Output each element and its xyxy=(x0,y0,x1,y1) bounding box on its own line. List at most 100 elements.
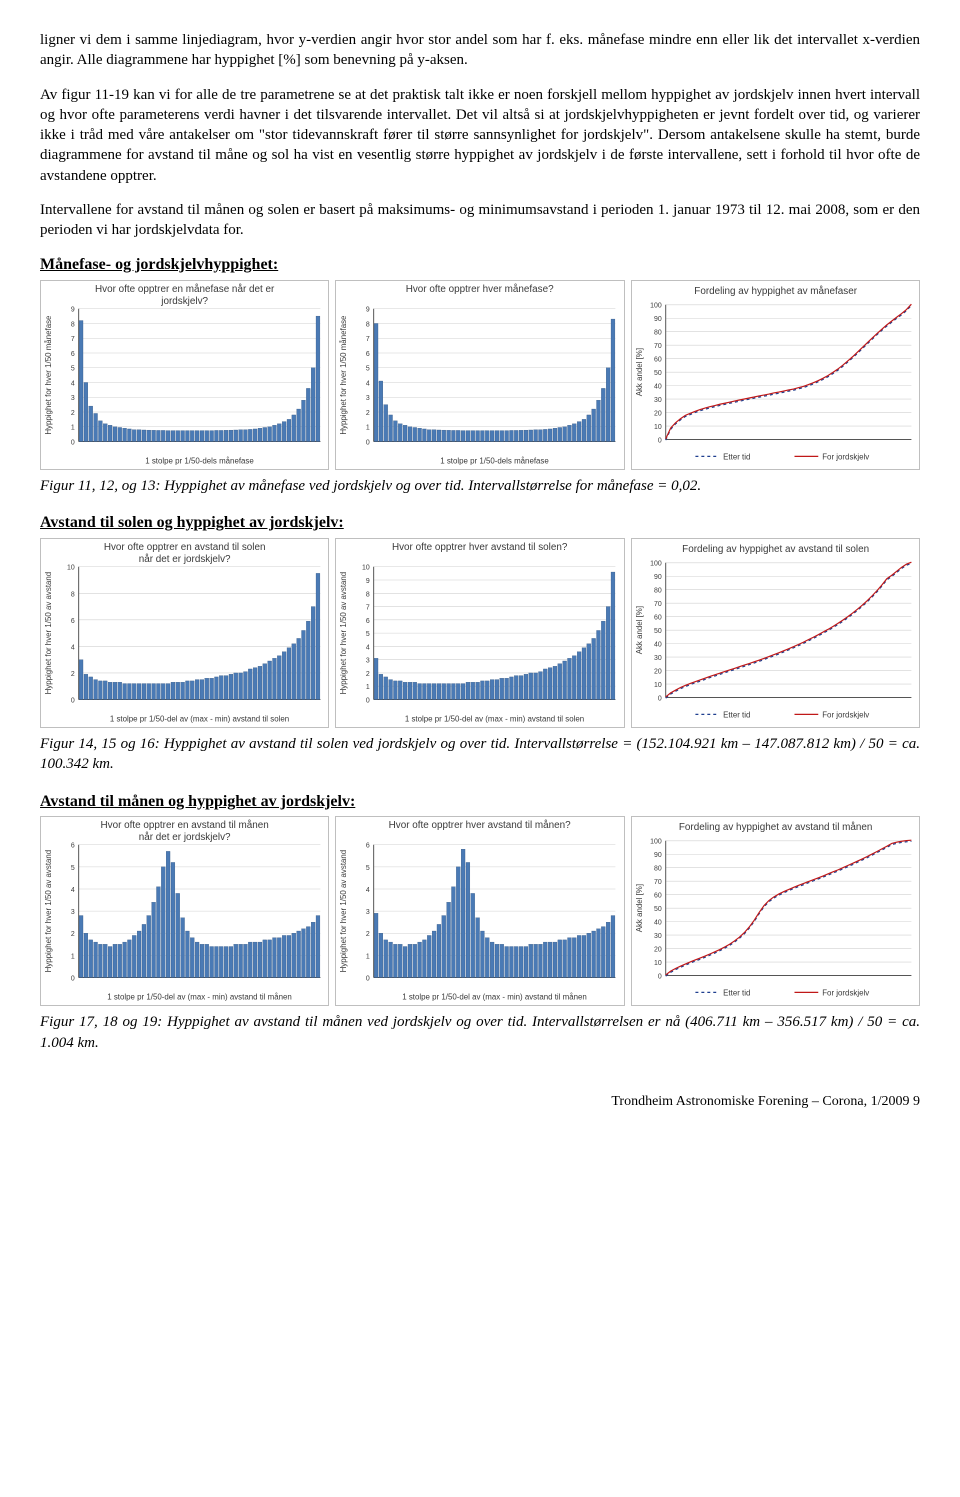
svg-text:0: 0 xyxy=(366,697,370,704)
svg-text:Hyppighet for hver 1/50 av avs: Hyppighet for hver 1/50 av avstand xyxy=(44,572,53,695)
svg-text:100: 100 xyxy=(650,839,662,846)
svg-text:For jordskjelv: For jordskjelv xyxy=(822,989,869,998)
svg-text:80: 80 xyxy=(654,330,662,337)
figure-16: Fordeling av hyppighet av avstand til so… xyxy=(631,538,920,728)
svg-text:30: 30 xyxy=(654,397,662,404)
svg-text:4: 4 xyxy=(71,887,75,894)
figure-19: Fordeling av hyppighet av avstand til må… xyxy=(631,816,920,1006)
svg-text:80: 80 xyxy=(654,866,662,873)
svg-text:100: 100 xyxy=(650,303,662,310)
svg-text:6: 6 xyxy=(71,843,75,850)
paragraph-1: ligner vi dem i samme linjediagram, hvor… xyxy=(40,30,920,71)
svg-text:1 stolpe pr 1/50-dels månefase: 1 stolpe pr 1/50-dels månefase xyxy=(145,456,254,465)
svg-text:1 stolpe pr 1/50-del av (max -: 1 stolpe pr 1/50-del av (max - min) avst… xyxy=(110,714,289,723)
chart-row-1: Hvor ofte opptrer en månefase når det er… xyxy=(40,280,920,470)
svg-text:Hvor ofte opptrer hver avstand: Hvor ofte opptrer hver avstand til solen… xyxy=(392,542,568,553)
svg-text:1 stolpe pr 1/50-del av (max -: 1 stolpe pr 1/50-del av (max - min) avst… xyxy=(405,714,584,723)
svg-text:60: 60 xyxy=(654,356,662,363)
svg-text:1 stolpe pr 1/50-dels månefase: 1 stolpe pr 1/50-dels månefase xyxy=(441,456,550,465)
section-heading-1: Månefase- og jordskjelvhyppighet: xyxy=(40,254,920,276)
svg-text:40: 40 xyxy=(654,920,662,927)
svg-text:0: 0 xyxy=(366,439,370,446)
svg-text:20: 20 xyxy=(654,410,662,417)
svg-text:0: 0 xyxy=(71,439,75,446)
svg-text:80: 80 xyxy=(654,588,662,595)
chart-row-2: Hvor ofte opptrer en avstand til solennå… xyxy=(40,538,920,728)
svg-text:5: 5 xyxy=(71,865,75,872)
svg-text:Akk andel [%]: Akk andel [%] xyxy=(635,606,644,654)
svg-text:20: 20 xyxy=(654,668,662,675)
svg-text:0: 0 xyxy=(658,974,662,981)
svg-text:5: 5 xyxy=(71,366,75,373)
svg-text:Fordeling av hyppighet av avst: Fordeling av hyppighet av avstand til må… xyxy=(679,822,873,833)
figure-13: Fordeling av hyppighet av månefaser 0 10 20… xyxy=(631,280,920,470)
svg-text:Hvor ofte opptrer en avstand t: Hvor ofte opptrer en avstand til månen xyxy=(101,820,269,831)
svg-text:For jordskjelv: For jordskjelv xyxy=(822,452,869,461)
svg-text:100: 100 xyxy=(650,561,662,568)
svg-text:1: 1 xyxy=(366,954,370,961)
section-heading-2: Avstand til solen og hyppighet av jordsk… xyxy=(40,512,920,534)
svg-text:10: 10 xyxy=(362,565,370,572)
svg-text:0: 0 xyxy=(658,437,662,444)
svg-text:5: 5 xyxy=(366,631,370,638)
svg-text:6: 6 xyxy=(71,618,75,625)
svg-text:0: 0 xyxy=(658,695,662,702)
svg-text:Hvor ofte opptrer en månefase: Hvor ofte opptrer en månefase når det er xyxy=(95,284,275,295)
svg-text:90: 90 xyxy=(654,574,662,581)
svg-text:For jordskjelv: For jordskjelv xyxy=(822,710,869,719)
svg-text:30: 30 xyxy=(654,933,662,940)
paragraph-3: Intervallene for avstand til månen og so… xyxy=(40,200,920,241)
chart-row-3: Hvor ofte opptrer en avstand til månennå… xyxy=(40,816,920,1006)
svg-text:10: 10 xyxy=(67,565,75,572)
svg-text:90: 90 xyxy=(654,852,662,859)
svg-text:4: 4 xyxy=(366,644,370,651)
svg-text:9: 9 xyxy=(366,307,370,314)
caption-3: Figur 17, 18 og 19: Hyppighet av avstand… xyxy=(40,1012,920,1053)
svg-text:4: 4 xyxy=(366,887,370,894)
svg-text:7: 7 xyxy=(71,336,75,343)
svg-text:8: 8 xyxy=(366,321,370,328)
svg-text:Hyppighet for hver 1/50 av avs: Hyppighet for hver 1/50 av avstand xyxy=(339,850,348,973)
svg-text:0: 0 xyxy=(366,976,370,983)
figure-17: Hvor ofte opptrer en avstand til månennå… xyxy=(40,816,329,1006)
svg-text:5: 5 xyxy=(366,366,370,373)
svg-text:8: 8 xyxy=(71,591,75,598)
svg-text:Akk andel [%]: Akk andel [%] xyxy=(635,884,644,932)
svg-text:0: 0 xyxy=(71,976,75,983)
svg-text:20: 20 xyxy=(654,947,662,954)
svg-text:40: 40 xyxy=(654,642,662,649)
caption-2: Figur 14, 15 og 16: Hyppighet av avstand… xyxy=(40,734,920,775)
svg-text:40: 40 xyxy=(654,383,662,390)
svg-text:6: 6 xyxy=(366,351,370,358)
caption-1: Figur 11, 12, og 13: Hyppighet av månefa… xyxy=(40,476,920,496)
section-heading-3: Avstand til månen og hyppighet av jordsk… xyxy=(40,791,920,813)
svg-text:Etter tid: Etter tid xyxy=(723,452,750,461)
svg-text:10: 10 xyxy=(654,424,662,431)
svg-text:2: 2 xyxy=(71,931,75,938)
svg-text:Etter tid: Etter tid xyxy=(723,710,750,719)
svg-text:3: 3 xyxy=(71,395,75,402)
svg-text:10: 10 xyxy=(654,682,662,689)
svg-text:Akk andel [%]: Akk andel [%] xyxy=(635,348,644,396)
svg-text:Fordeling av hyppighet av måne: Fordeling av hyppighet av månefaser xyxy=(694,286,857,297)
svg-text:Hyppighet for hver 1/50 månefa: Hyppighet for hver 1/50 månefase xyxy=(339,315,348,435)
svg-text:70: 70 xyxy=(654,879,662,886)
figure-15: Hvor ofte opptrer hver avstand til solen… xyxy=(335,538,624,728)
svg-text:1: 1 xyxy=(71,425,75,432)
svg-text:70: 70 xyxy=(654,343,662,350)
svg-text:3: 3 xyxy=(366,395,370,402)
figure-14: Hvor ofte opptrer en avstand til solennå… xyxy=(40,538,329,728)
svg-text:6: 6 xyxy=(366,843,370,850)
svg-text:Hyppighet for hver 1/50 månefa: Hyppighet for hver 1/50 månefase xyxy=(44,315,53,435)
svg-text:3: 3 xyxy=(366,909,370,916)
svg-text:Etter tid: Etter tid xyxy=(723,989,750,998)
svg-text:30: 30 xyxy=(654,655,662,662)
svg-text:60: 60 xyxy=(654,615,662,622)
figure-11: Hvor ofte opptrer en månefase når det er… xyxy=(40,280,329,470)
svg-text:7: 7 xyxy=(366,336,370,343)
svg-text:2: 2 xyxy=(366,931,370,938)
svg-text:70: 70 xyxy=(654,601,662,608)
svg-text:6: 6 xyxy=(366,618,370,625)
svg-text:9: 9 xyxy=(71,307,75,314)
svg-text:når det er jordskjelv?: når det er jordskjelv? xyxy=(139,554,231,565)
